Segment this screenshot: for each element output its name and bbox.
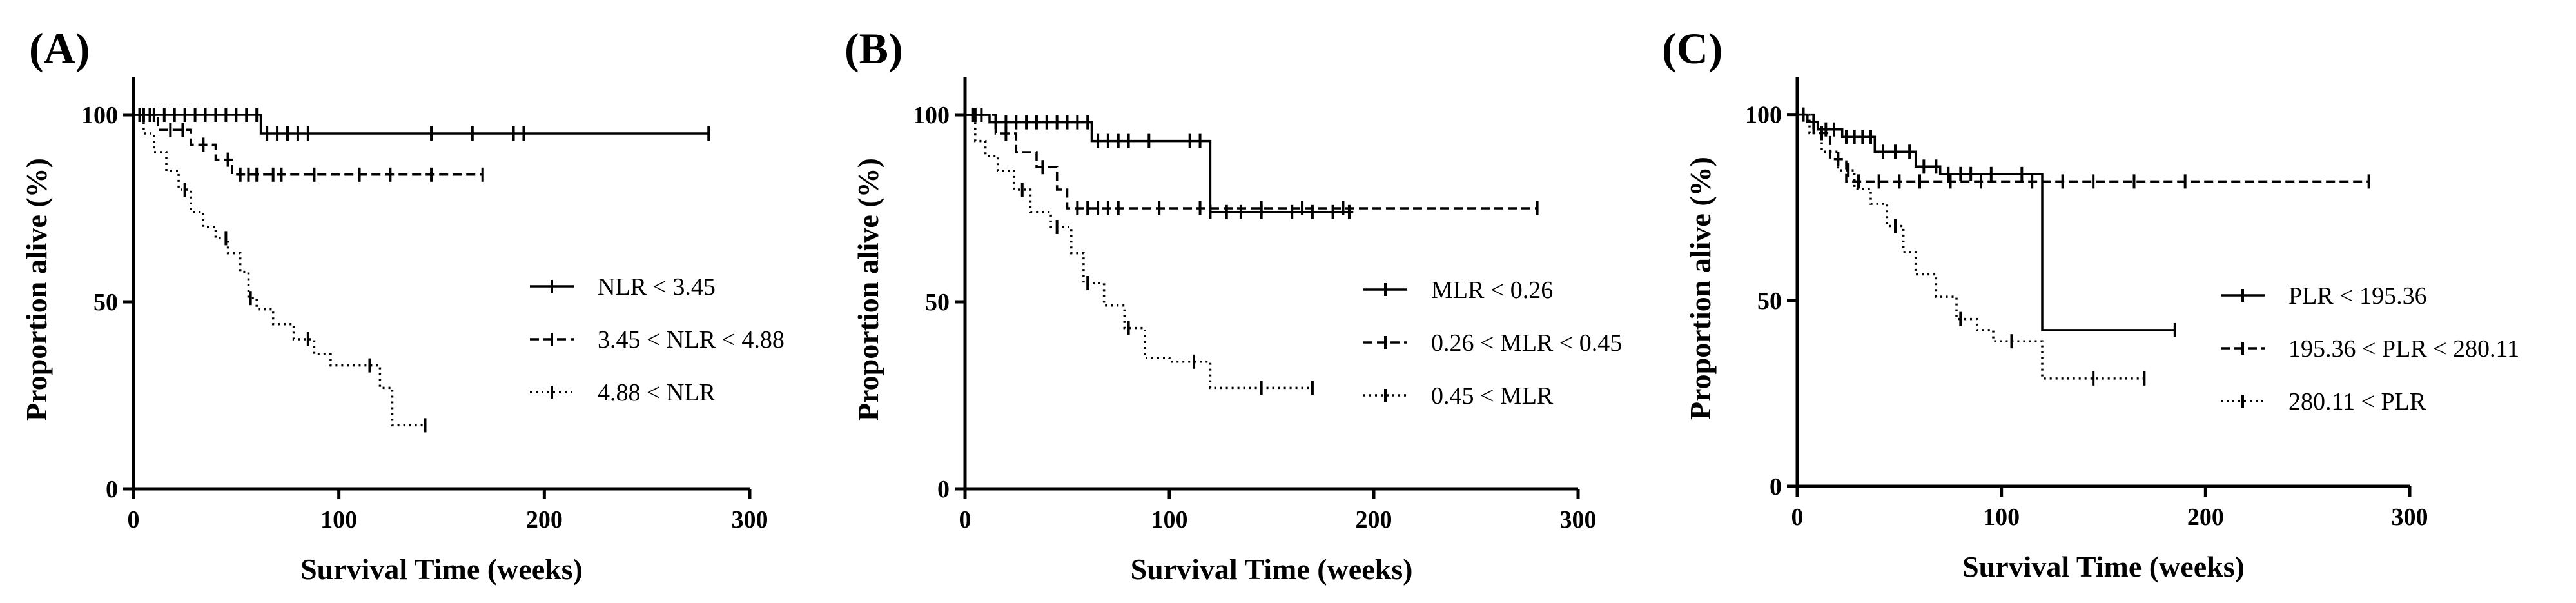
y-tick-label: 50 [93, 289, 118, 316]
survival-curve-dotted [965, 114, 1312, 390]
legend-label: 195.36 < PLR < 280.11 [2288, 335, 2519, 362]
survival-curve-solid [133, 114, 709, 135]
legend-label: PLR < 195.36 [2288, 282, 2427, 310]
x-tick-label: 100 [320, 506, 357, 533]
x-tick-label: 300 [1560, 506, 1597, 533]
x-tick-label: 200 [2187, 504, 2224, 531]
survival-curve-dotted [1797, 113, 2145, 380]
y-tick-label: 100 [1745, 102, 1782, 129]
x-tick-label: 0 [128, 506, 140, 533]
y-tick-label: 100 [81, 102, 118, 129]
panel-label: (B) [844, 24, 903, 73]
y-axis-title: Proportion alive (%) [20, 158, 53, 421]
y-tick-label: 50 [1757, 288, 1782, 315]
y-tick-label: 100 [913, 102, 950, 129]
chart-panel-a: (A) 0 50 100 0 100 200 300 Survival Time (weeks)… [20, 24, 785, 586]
x-tick-label: 300 [732, 506, 768, 533]
x-axis-title: Survival Time (weeks) [1131, 553, 1413, 586]
survival-curve-dashed [965, 114, 1537, 210]
x-tick-label: 300 [2392, 504, 2428, 531]
x-tick-label: 0 [1791, 504, 1804, 531]
y-tick-label: 0 [937, 476, 950, 503]
chart-panel-b: (B) 0 50 100 0 100 200 300 Survival Time (weeks)… [844, 24, 1622, 586]
panel-label: (A) [29, 24, 90, 73]
survival-curve-dashed [133, 114, 483, 176]
y-axis-title: Proportion alive (%) [852, 158, 884, 421]
legend-label: MLR < 0.26 [1431, 277, 1553, 304]
x-tick-label: 0 [959, 506, 971, 533]
legend-label: 0.45 < MLR [1431, 382, 1554, 410]
x-tick-label: 100 [1983, 504, 2020, 531]
x-tick-label: 200 [526, 506, 563, 533]
x-axis-title: Survival Time (weeks) [1962, 550, 2245, 583]
legend-label: 0.26 < MLR < 0.45 [1431, 330, 1622, 357]
y-tick-label: 0 [1770, 473, 1782, 500]
legend-label: 3.45 < NLR < 4.88 [598, 326, 785, 353]
survival-curve-solid [1797, 113, 2175, 331]
panel-label: (C) [1662, 24, 1722, 73]
survival-curve-solid [965, 114, 1354, 213]
x-tick-label: 100 [1151, 506, 1188, 533]
legend-label: NLR < 3.45 [598, 273, 716, 301]
y-tick-label: 0 [106, 476, 118, 503]
x-tick-label: 200 [1356, 506, 1392, 533]
x-axis-title: Survival Time (weeks) [300, 553, 583, 586]
y-tick-label: 50 [925, 289, 950, 316]
legend-label: 4.88 < NLR [598, 379, 716, 406]
y-axis-title: Proportion alive (%) [1684, 157, 1717, 420]
survival-curve-dashed [1797, 113, 2369, 183]
chart-panel-c: (C) 0 50 100 0 100 200 300 Survival Time (weeks)… [1662, 24, 2519, 583]
legend-label: 280.11 < PLR [2288, 388, 2426, 415]
survival-curve-dotted [133, 114, 425, 427]
